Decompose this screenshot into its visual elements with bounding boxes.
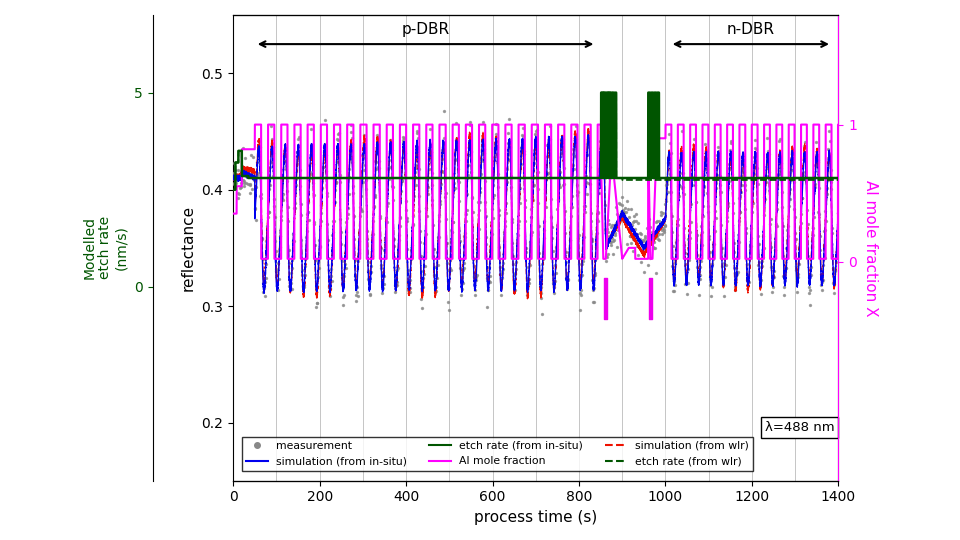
Legend: measurement, simulation (from in-situ), etch rate (from in-situ), Al mole fracti: measurement, simulation (from in-situ), … [242,436,754,471]
Y-axis label: Al mole fraction X: Al mole fraction X [863,179,877,316]
Y-axis label: reflectance: reflectance [181,205,196,291]
Text: λ=488 nm: λ=488 nm [765,421,834,434]
X-axis label: process time (s): process time (s) [474,510,597,525]
Text: n-DBR: n-DBR [727,22,775,37]
Y-axis label: Modelled
etch rate
(nm/s): Modelled etch rate (nm/s) [83,217,129,279]
Text: p-DBR: p-DBR [401,22,449,37]
